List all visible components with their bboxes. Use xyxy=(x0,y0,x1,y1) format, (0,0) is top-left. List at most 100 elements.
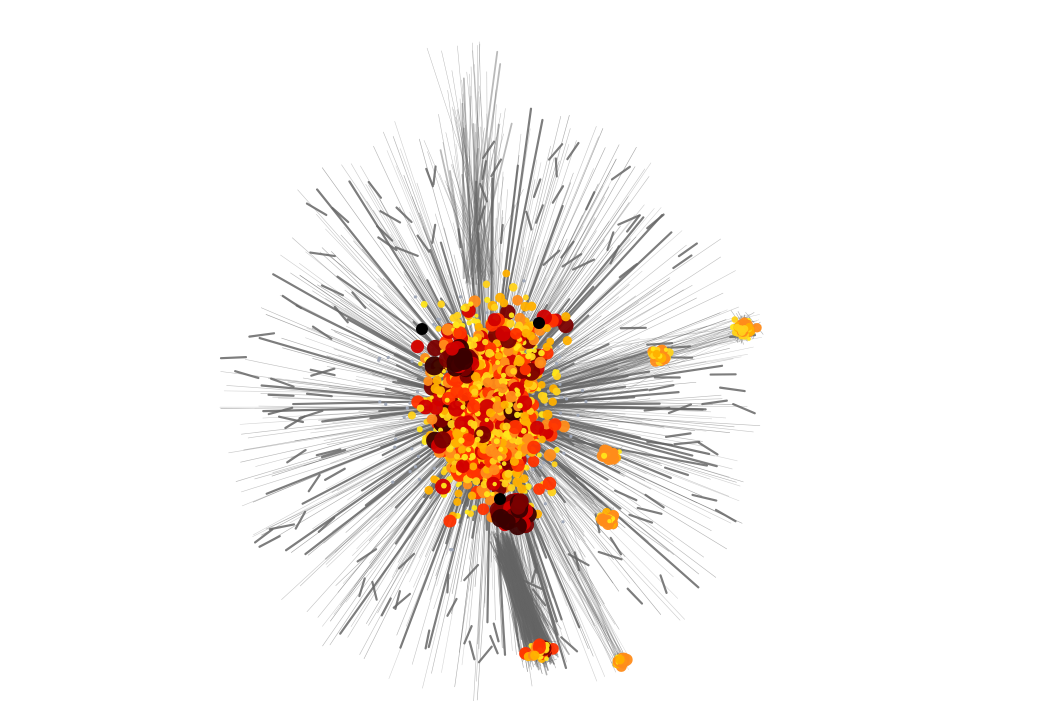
node xyxy=(731,316,739,323)
edge xyxy=(473,123,476,291)
node xyxy=(537,391,547,401)
edge xyxy=(471,96,481,280)
node xyxy=(378,400,382,404)
node xyxy=(498,377,507,385)
edge xyxy=(628,513,654,524)
node xyxy=(472,336,479,343)
node xyxy=(502,269,511,278)
node xyxy=(448,400,465,417)
edge xyxy=(431,223,437,244)
edge xyxy=(470,66,477,285)
edge xyxy=(644,493,665,509)
node xyxy=(534,356,547,369)
edge xyxy=(481,137,489,290)
node xyxy=(548,418,562,432)
node xyxy=(500,356,510,367)
node xyxy=(515,343,521,349)
node xyxy=(524,483,532,490)
edge xyxy=(498,407,744,483)
node xyxy=(508,420,523,435)
node xyxy=(514,355,525,367)
node xyxy=(485,310,489,315)
edge xyxy=(244,359,465,405)
edge xyxy=(380,597,392,617)
edge xyxy=(462,127,474,272)
edge xyxy=(473,64,487,288)
node xyxy=(561,312,571,322)
node xyxy=(532,640,546,655)
edge xyxy=(471,148,479,287)
edge xyxy=(516,425,674,555)
node xyxy=(483,491,491,498)
edge xyxy=(567,553,590,567)
node xyxy=(455,482,461,488)
node xyxy=(514,452,522,460)
node xyxy=(476,429,484,437)
node xyxy=(435,325,442,332)
node xyxy=(525,353,532,360)
node xyxy=(495,429,503,438)
node xyxy=(507,484,516,492)
edge xyxy=(511,427,674,578)
node xyxy=(472,477,481,486)
edge xyxy=(509,406,713,420)
node xyxy=(450,384,464,399)
edge xyxy=(473,91,479,286)
edge xyxy=(451,164,491,281)
edge xyxy=(474,131,488,368)
node xyxy=(528,348,533,353)
edge xyxy=(477,157,493,272)
edge xyxy=(472,42,485,278)
node xyxy=(530,650,540,661)
edge xyxy=(664,345,692,350)
edge xyxy=(468,640,476,661)
edge xyxy=(612,446,614,449)
node xyxy=(512,294,523,306)
edge xyxy=(480,163,496,271)
edge xyxy=(610,165,631,181)
node xyxy=(509,456,520,467)
edge xyxy=(453,109,487,287)
node xyxy=(601,452,608,459)
edge xyxy=(462,77,473,276)
edge xyxy=(554,157,558,178)
node xyxy=(495,360,501,366)
node xyxy=(514,387,519,392)
node xyxy=(413,295,417,299)
edge xyxy=(542,249,561,266)
node xyxy=(502,422,511,431)
node xyxy=(488,464,500,476)
edge xyxy=(617,214,641,226)
node xyxy=(423,376,433,387)
node xyxy=(516,438,523,446)
edge xyxy=(626,587,644,605)
node xyxy=(440,469,447,476)
node xyxy=(548,397,557,407)
node xyxy=(495,325,512,342)
edge xyxy=(664,432,692,438)
node xyxy=(740,325,749,333)
edge xyxy=(464,123,501,271)
edge xyxy=(475,194,492,279)
edge xyxy=(332,417,442,423)
node xyxy=(416,454,420,458)
node xyxy=(503,346,514,357)
edge xyxy=(522,404,712,413)
edge xyxy=(395,206,413,224)
edge xyxy=(483,108,506,274)
node xyxy=(562,451,566,455)
node xyxy=(460,305,466,311)
edge xyxy=(307,473,321,493)
node xyxy=(652,349,661,358)
edge xyxy=(267,393,295,397)
edge xyxy=(691,493,718,502)
edge xyxy=(320,284,345,297)
node xyxy=(505,407,513,415)
edge xyxy=(509,549,531,641)
node xyxy=(551,461,558,468)
edge xyxy=(461,79,484,281)
edge xyxy=(465,50,499,284)
edge xyxy=(394,246,419,257)
node xyxy=(510,499,526,515)
